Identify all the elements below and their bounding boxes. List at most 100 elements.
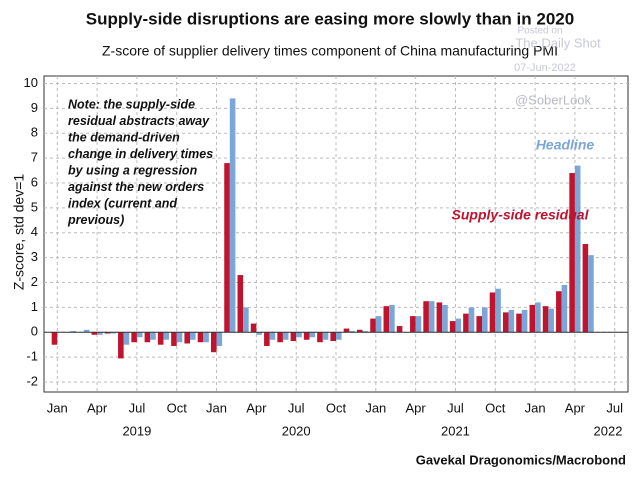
note: the demand-driven (68, 130, 180, 144)
bar (303, 332, 310, 340)
bar (97, 332, 103, 335)
legend-label: Supply-side residual (452, 207, 590, 223)
bar (163, 332, 170, 340)
bar (330, 332, 336, 341)
chart-subtitle: Z-score of supplier delivery times compo… (102, 43, 558, 59)
bar (269, 332, 276, 340)
y-axis-label: Z-score, std dev=1 (11, 174, 27, 291)
x-tick-label: Apr (87, 400, 108, 415)
x-tick-label: Oct (326, 400, 347, 415)
year-label: 2019 (122, 423, 151, 438)
bar (582, 243, 589, 333)
bar (375, 316, 382, 333)
bar (237, 275, 244, 333)
bar (383, 306, 390, 333)
y-tick-label: 0 (31, 324, 38, 339)
watermark: @SoberLook (515, 92, 592, 107)
x-tick-label: Jul (129, 400, 146, 415)
bar (362, 331, 369, 333)
x-tick-label: Apr (246, 400, 267, 415)
watermark: Posted on (517, 26, 562, 37)
bar (197, 332, 204, 343)
bar (123, 332, 130, 345)
bar (455, 318, 462, 333)
bar (336, 332, 342, 340)
y-tick-label: 7 (31, 150, 38, 165)
y-tick-label: 10 (24, 75, 38, 90)
y-tick-label: -2 (26, 373, 38, 388)
bar (415, 316, 422, 333)
bar (157, 332, 164, 345)
bar (436, 302, 443, 333)
x-tick-label: Oct (167, 400, 188, 415)
bar (349, 331, 355, 333)
bar (83, 329, 90, 333)
x-tick-label: Apr (565, 400, 586, 415)
y-tick-label: 9 (31, 100, 38, 115)
x-tick-label: Jul (288, 400, 305, 415)
bar (224, 163, 230, 333)
bar (542, 306, 549, 333)
x-tick-label: Apr (406, 400, 427, 415)
bar (118, 332, 124, 359)
bar (184, 332, 190, 344)
bar (216, 332, 223, 346)
bar (449, 321, 456, 333)
x-tick-label: Jul (606, 400, 623, 415)
bar (535, 302, 541, 333)
bar (150, 332, 156, 340)
bar (508, 309, 515, 333)
bar (229, 98, 236, 333)
bar (521, 309, 528, 333)
year-label: 2020 (282, 423, 311, 438)
bar (250, 323, 257, 333)
x-tick-label: Jan (525, 400, 546, 415)
bar (282, 332, 289, 340)
bar (561, 285, 568, 333)
note: Note: the supply-side (68, 97, 195, 111)
bar (588, 255, 594, 333)
bar (51, 332, 58, 345)
source: Gavekal Dragonomics/Macrobond (416, 452, 626, 467)
year-label: 2022 (594, 423, 623, 438)
x-tick-label: Jan (206, 400, 227, 415)
bar (516, 313, 522, 333)
legend-label: Headline (536, 137, 595, 153)
x-tick-label: Oct (485, 400, 506, 415)
bar (243, 307, 249, 333)
bar (256, 332, 262, 335)
bar (482, 307, 488, 333)
watermark: 07-Jun-2022 (514, 62, 576, 74)
bar (468, 307, 475, 333)
bar (210, 332, 217, 353)
bar (574, 165, 581, 333)
bar (495, 288, 501, 333)
bar (309, 332, 316, 338)
y-tick-label: 1 (31, 299, 38, 314)
y-tick-label: -1 (26, 349, 38, 364)
bar (396, 326, 403, 333)
note: change in delivery times (68, 147, 213, 161)
bar (176, 332, 183, 343)
x-tick-label: Jul (447, 400, 464, 415)
bar (70, 331, 77, 333)
bar (463, 313, 469, 333)
note: index (current and (68, 196, 177, 210)
bar (410, 316, 416, 333)
y-tick-label: 6 (31, 174, 38, 189)
x-tick-label: Jan (365, 400, 386, 415)
bar (476, 316, 482, 333)
bar (91, 332, 98, 335)
bar (423, 301, 429, 333)
bar (190, 332, 196, 340)
bar (502, 312, 509, 333)
bar (296, 332, 302, 338)
watermark: The Daily Shot (515, 35, 601, 50)
y-tick-label: 3 (31, 249, 38, 264)
y-tick-label: 4 (31, 224, 38, 239)
bar (489, 292, 496, 333)
bar (317, 332, 323, 343)
x-tick-label: Jan (47, 400, 68, 415)
note: residual abstracts away (68, 114, 210, 128)
